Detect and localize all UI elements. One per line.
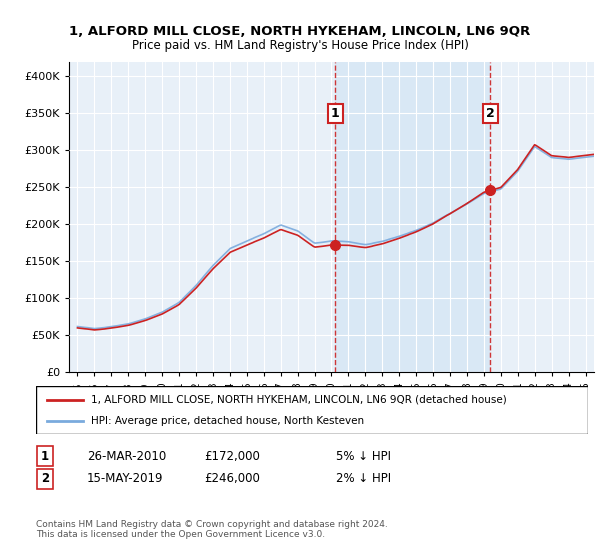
Text: 1, ALFORD MILL CLOSE, NORTH HYKEHAM, LINCOLN, LN6 9QR (detached house): 1, ALFORD MILL CLOSE, NORTH HYKEHAM, LIN…: [91, 395, 507, 405]
Text: 1: 1: [41, 450, 49, 463]
Text: 5% ↓ HPI: 5% ↓ HPI: [336, 450, 391, 463]
Text: £246,000: £246,000: [204, 472, 260, 486]
Text: 2: 2: [41, 472, 49, 486]
Text: 15-MAY-2019: 15-MAY-2019: [87, 472, 163, 486]
Text: 1: 1: [331, 107, 340, 120]
Text: £172,000: £172,000: [204, 450, 260, 463]
Text: 1, ALFORD MILL CLOSE, NORTH HYKEHAM, LINCOLN, LN6 9QR: 1, ALFORD MILL CLOSE, NORTH HYKEHAM, LIN…: [70, 25, 530, 38]
Text: 26-MAR-2010: 26-MAR-2010: [87, 450, 166, 463]
Bar: [335, 62, 490, 372]
Text: 2: 2: [486, 107, 494, 120]
Text: 2% ↓ HPI: 2% ↓ HPI: [336, 472, 391, 486]
Text: Contains HM Land Registry data © Crown copyright and database right 2024.
This d: Contains HM Land Registry data © Crown c…: [36, 520, 388, 539]
FancyBboxPatch shape: [36, 386, 588, 434]
Text: HPI: Average price, detached house, North Kesteven: HPI: Average price, detached house, Nort…: [91, 416, 364, 426]
Text: Price paid vs. HM Land Registry's House Price Index (HPI): Price paid vs. HM Land Registry's House …: [131, 39, 469, 52]
